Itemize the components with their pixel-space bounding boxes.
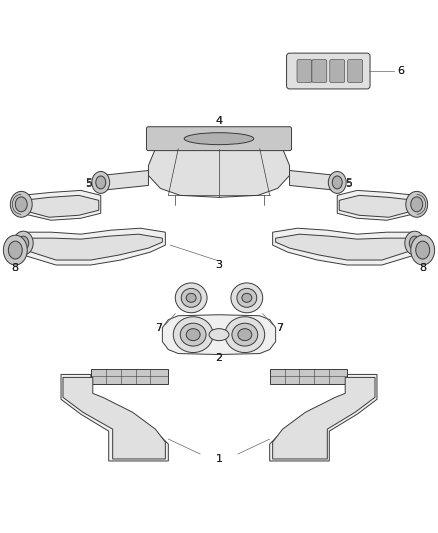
Ellipse shape <box>242 293 252 302</box>
Polygon shape <box>21 190 101 220</box>
Text: 8: 8 <box>419 263 426 273</box>
Polygon shape <box>273 228 415 265</box>
Polygon shape <box>91 369 168 384</box>
Text: 6: 6 <box>397 66 404 76</box>
Text: 5: 5 <box>85 179 92 189</box>
Text: 6: 6 <box>397 66 404 76</box>
Ellipse shape <box>406 191 427 217</box>
Text: 7: 7 <box>155 322 162 333</box>
Ellipse shape <box>328 172 346 193</box>
Ellipse shape <box>209 329 229 341</box>
Ellipse shape <box>416 241 430 259</box>
Polygon shape <box>63 377 165 459</box>
Polygon shape <box>273 377 375 459</box>
Text: 5: 5 <box>346 180 353 189</box>
Text: 3: 3 <box>215 260 223 270</box>
Text: 2: 2 <box>215 352 223 362</box>
Text: 2: 2 <box>215 352 223 362</box>
Polygon shape <box>339 196 415 217</box>
Ellipse shape <box>173 317 213 352</box>
FancyBboxPatch shape <box>146 127 292 151</box>
FancyBboxPatch shape <box>348 60 363 83</box>
Ellipse shape <box>332 176 342 189</box>
Ellipse shape <box>405 231 425 255</box>
Ellipse shape <box>186 293 196 302</box>
Polygon shape <box>23 196 99 217</box>
Polygon shape <box>276 234 413 260</box>
Text: 8: 8 <box>12 263 19 273</box>
Polygon shape <box>61 375 168 461</box>
Text: 8: 8 <box>419 263 426 273</box>
Text: 7: 7 <box>276 322 283 333</box>
Polygon shape <box>162 315 276 354</box>
Text: 5: 5 <box>85 180 92 189</box>
Polygon shape <box>101 171 148 190</box>
FancyBboxPatch shape <box>297 60 312 83</box>
Polygon shape <box>148 149 290 197</box>
FancyBboxPatch shape <box>286 53 370 89</box>
FancyBboxPatch shape <box>330 60 345 83</box>
Ellipse shape <box>184 133 254 144</box>
Ellipse shape <box>231 283 263 313</box>
Polygon shape <box>23 228 165 265</box>
Ellipse shape <box>96 176 106 189</box>
Ellipse shape <box>411 197 423 212</box>
Ellipse shape <box>411 235 434 265</box>
Polygon shape <box>270 369 347 384</box>
Ellipse shape <box>4 235 27 265</box>
Ellipse shape <box>180 323 206 346</box>
Ellipse shape <box>8 241 22 259</box>
Ellipse shape <box>181 288 201 308</box>
Polygon shape <box>270 375 377 461</box>
Ellipse shape <box>13 231 33 255</box>
Ellipse shape <box>175 283 207 313</box>
Ellipse shape <box>232 323 258 346</box>
Ellipse shape <box>225 317 265 352</box>
Text: 5: 5 <box>346 179 353 189</box>
Polygon shape <box>290 171 337 190</box>
Ellipse shape <box>15 197 27 212</box>
Ellipse shape <box>92 172 110 193</box>
Text: 8: 8 <box>12 263 19 273</box>
Text: 7: 7 <box>155 322 162 333</box>
Ellipse shape <box>237 288 257 308</box>
Ellipse shape <box>409 236 420 250</box>
Text: 4: 4 <box>215 116 223 126</box>
Text: 4: 4 <box>215 116 223 126</box>
Ellipse shape <box>11 191 32 217</box>
Ellipse shape <box>238 329 252 341</box>
Text: 1: 1 <box>215 454 223 464</box>
Text: 3: 3 <box>215 260 223 270</box>
Ellipse shape <box>186 329 200 341</box>
FancyBboxPatch shape <box>312 60 327 83</box>
Ellipse shape <box>18 236 29 250</box>
Polygon shape <box>337 190 417 220</box>
Text: 7: 7 <box>276 322 283 333</box>
Polygon shape <box>25 234 162 260</box>
Text: 1: 1 <box>215 454 223 464</box>
